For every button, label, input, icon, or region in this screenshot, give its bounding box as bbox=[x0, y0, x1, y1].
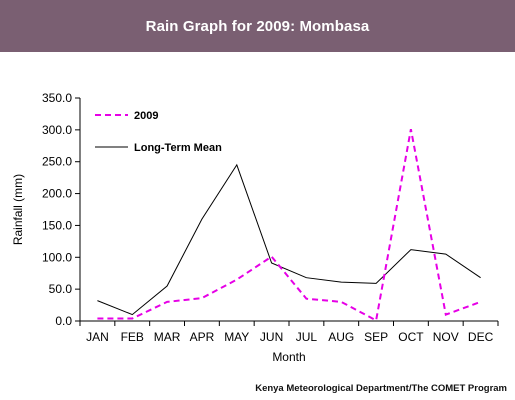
chart-title: Rain Graph for 2009: Mombasa bbox=[145, 17, 370, 35]
chart-header: Rain Graph for 2009: Mombasa bbox=[0, 0, 515, 52]
x-tick-label: MAR bbox=[154, 330, 181, 344]
x-tick-label: AUG bbox=[328, 330, 354, 344]
y-tick-label: 300.0 bbox=[42, 123, 72, 137]
x-tick-label: MAY bbox=[224, 330, 249, 344]
y-tick-label: 350.0 bbox=[42, 91, 72, 105]
x-tick-label: JUL bbox=[296, 330, 318, 344]
rainfall-line-chart: 0.0 50.0 100.0 150.0 200.0 250.0 300.0 350.0 JA… bbox=[11, 91, 499, 364]
y-axis-label: Rainfall (mm) bbox=[11, 174, 25, 245]
x-tick-label: JAN bbox=[86, 330, 109, 344]
x-tick-label: OCT bbox=[398, 330, 424, 344]
x-tick-label: FEB bbox=[121, 330, 144, 344]
x-axis-ticks: JAN FEB MAR APR MAY JUN JUL AUG SEP OCT NOV DEC bbox=[79, 321, 499, 344]
chart-series bbox=[97, 129, 481, 322]
y-tick-label: 200.0 bbox=[42, 187, 72, 201]
x-tick-label: SEP bbox=[364, 330, 388, 344]
x-tick-label: NOV bbox=[433, 330, 459, 344]
y-tick-label: 150.0 bbox=[42, 218, 72, 232]
series-line-2009 bbox=[97, 129, 481, 322]
x-tick-label: DEC bbox=[468, 330, 494, 344]
series-line-long-term-mean bbox=[97, 163, 481, 316]
y-tick-label: 250.0 bbox=[42, 155, 72, 169]
x-axis-label: Month bbox=[272, 350, 305, 364]
y-tick-label: 100.0 bbox=[42, 250, 72, 264]
y-axis-ticks: 0.0 50.0 100.0 150.0 200.0 250.0 300.0 350.0 bbox=[42, 91, 80, 328]
legend-label: Long-Term Mean bbox=[134, 142, 222, 154]
chart-axes bbox=[79, 98, 498, 322]
x-tick-label: JUN bbox=[260, 330, 283, 344]
chart-legend: 2009 Long-Term Mean bbox=[95, 110, 222, 154]
y-tick-label: 50.0 bbox=[49, 282, 73, 296]
y-tick-label: 0.0 bbox=[55, 314, 72, 328]
legend-label: 2009 bbox=[134, 110, 158, 122]
x-tick-label: APR bbox=[190, 330, 215, 344]
source-credit: Kenya Meteorological Department/The COME… bbox=[255, 383, 507, 394]
